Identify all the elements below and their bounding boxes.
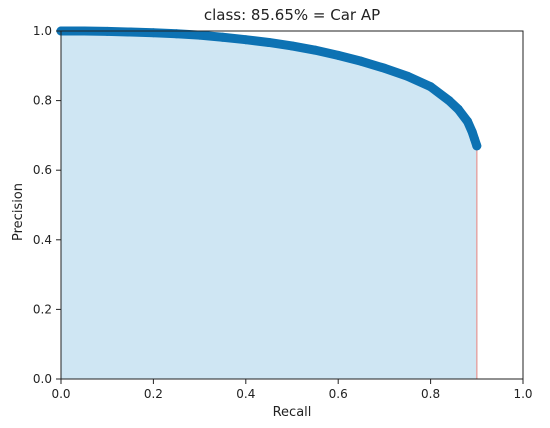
data-point-15	[403, 71, 412, 81]
x-tick-label: 0.6	[329, 387, 348, 401]
y-tick-label: 1.0	[33, 24, 52, 38]
x-axis-label: Recall	[273, 405, 312, 420]
x-tick-label: 0.8	[421, 387, 440, 401]
x-tick-label: 0.0	[51, 387, 70, 401]
data-point-5	[172, 29, 181, 39]
y-tick-label: 0.8	[33, 94, 52, 108]
data-point-22	[472, 141, 482, 151]
data-point-9	[264, 37, 274, 47]
data-point-12	[333, 50, 343, 60]
x-tick-label: 0.2	[144, 387, 163, 401]
plot-area	[56, 26, 482, 379]
data-point-4	[148, 28, 158, 38]
data-point-21	[469, 134, 479, 144]
data-point-18	[453, 104, 463, 114]
y-tick-label: 0.2	[33, 302, 52, 316]
data-point-11	[310, 45, 320, 55]
x-tick-label: 1.0	[513, 387, 532, 401]
chart-title: class: 85.65% = Car AP	[204, 6, 380, 24]
y-tick-label: 0.4	[33, 233, 52, 247]
y-tick-label: 0.0	[33, 372, 52, 386]
data-point-19	[463, 116, 473, 126]
data-point-10	[287, 41, 297, 51]
data-point-14	[379, 63, 389, 73]
plot-frame	[60, 30, 524, 380]
data-point-20	[467, 127, 477, 137]
data-point-16	[426, 82, 436, 92]
data-point-13	[356, 56, 366, 66]
data-point-3	[125, 27, 135, 37]
data-point-17	[444, 96, 454, 106]
area-fill	[61, 31, 477, 379]
data-point-6	[195, 30, 205, 40]
y-tick-label: 0.6	[33, 163, 52, 177]
y-axis-label: Precision	[11, 183, 26, 241]
data-point-8	[241, 35, 251, 45]
data-point-7	[218, 32, 228, 42]
x-tick-label: 0.4	[236, 387, 255, 401]
axes: 0.0 0.2 0.4 0.6 0.8 1.0 0.0 0.2 0.4 0.6 0.8 1.0	[33, 24, 533, 401]
